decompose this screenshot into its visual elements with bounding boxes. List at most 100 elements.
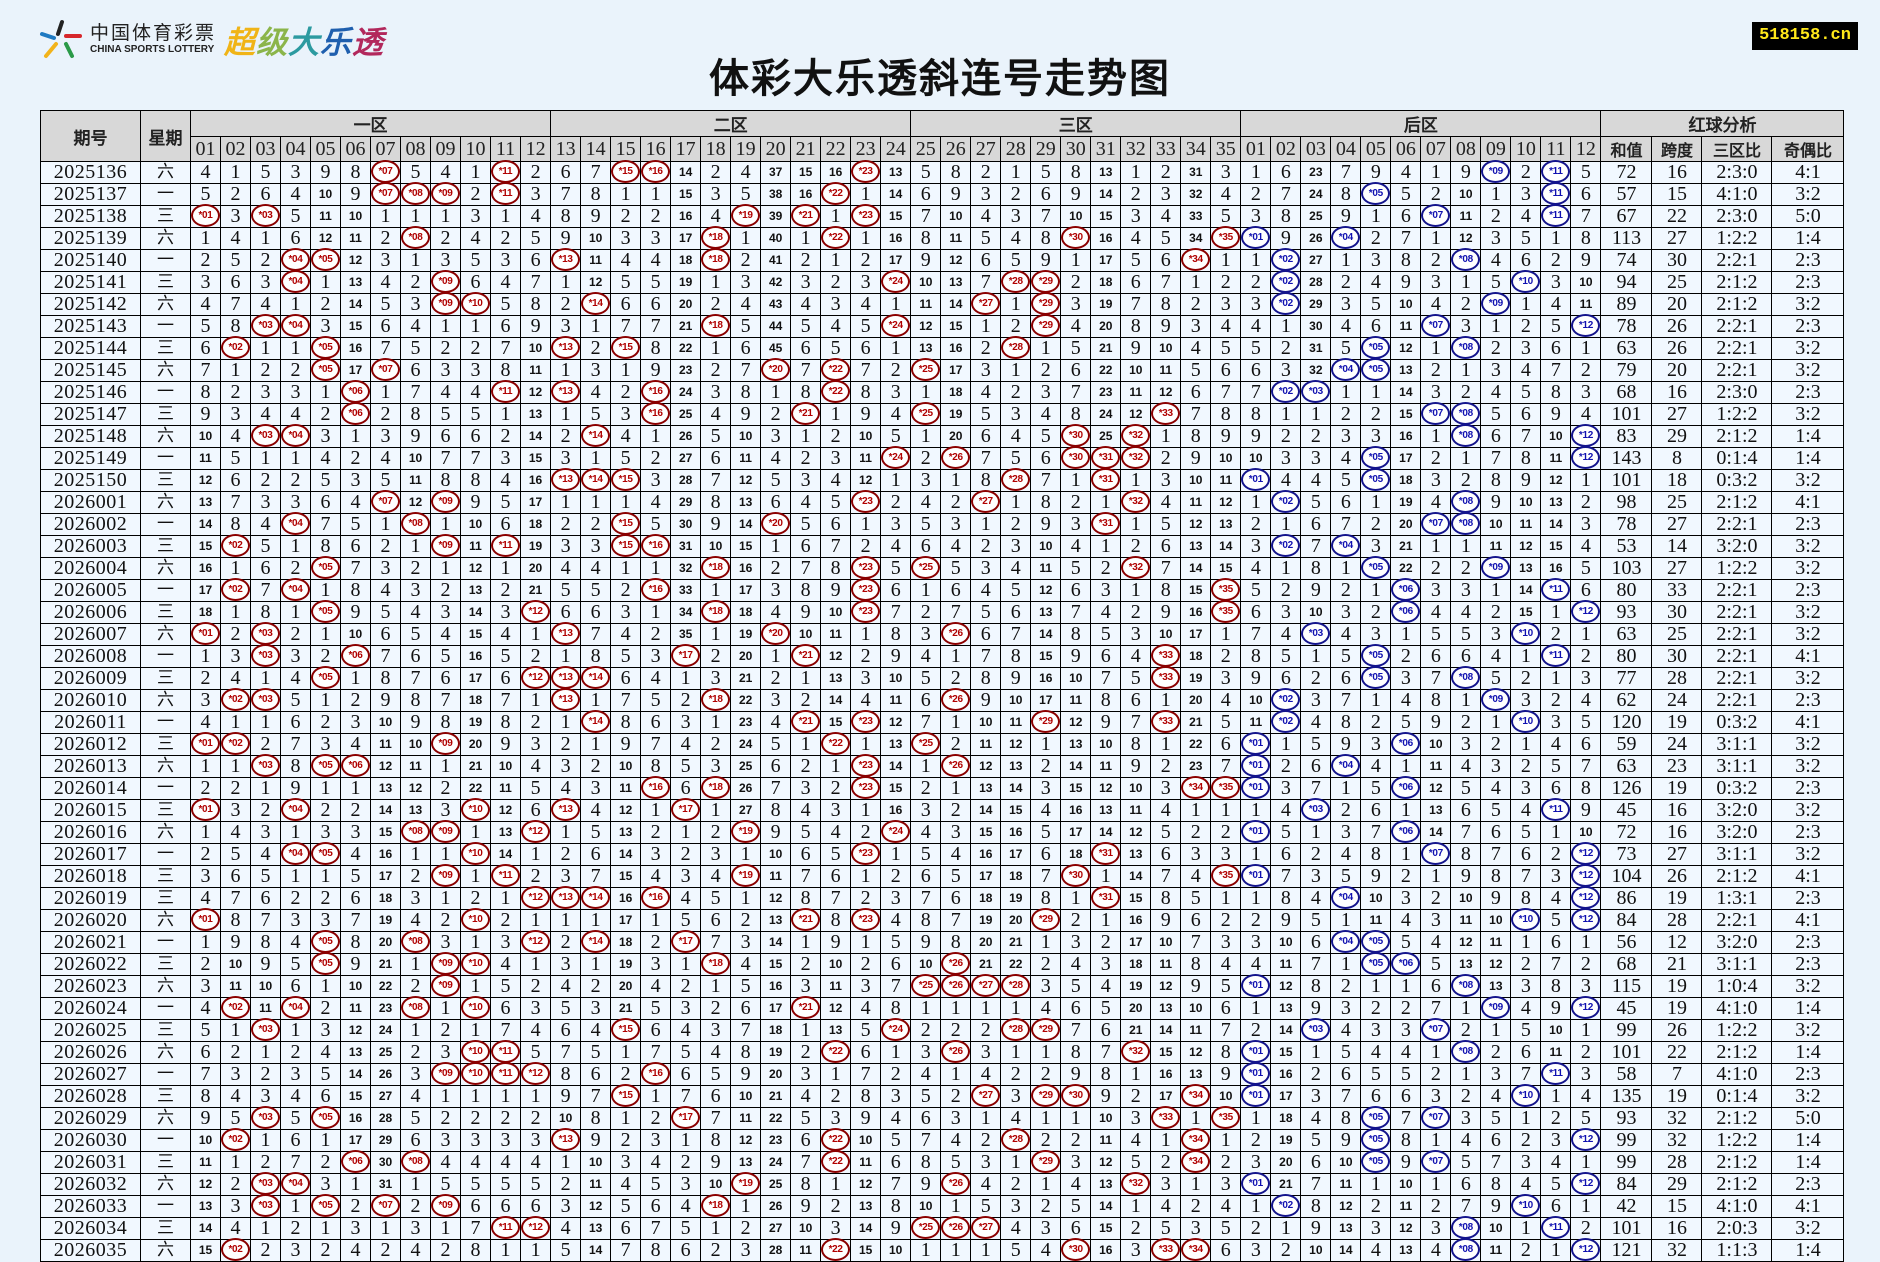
red-omission-cell: 18 — [970, 887, 1002, 910]
red-hit-cell: *30 — [1060, 1084, 1092, 1108]
blue-hit-cell: *11 — [1540, 182, 1572, 206]
red-omission-cell: 3 — [1030, 1217, 1062, 1240]
red-hit-cell: *30 — [1060, 864, 1092, 888]
red-omission-cell: 1 — [640, 183, 672, 206]
red-ball-icon: *16 — [641, 776, 671, 799]
issue-cell: 2026019 — [40, 887, 141, 910]
site-watermark[interactable]: 518158.cn — [1752, 22, 1858, 50]
span-cell: 22 — [1651, 1041, 1703, 1064]
red-ball-icon: *04 — [281, 842, 310, 865]
span-cell: 28 — [1651, 909, 1703, 932]
red-omission-cell: 2 — [1210, 909, 1242, 932]
red-omission-cell: 5 — [970, 403, 1002, 426]
red-omission-cell: 1 — [460, 1019, 491, 1042]
red-hit-cell: *22 — [820, 732, 852, 756]
blue-ball-icon: *01 — [1241, 1084, 1271, 1107]
red-omission-cell: 4 — [190, 293, 221, 316]
red-omission-cell: 1 — [880, 1041, 912, 1064]
red-hit-cell: *22 — [820, 182, 852, 206]
zone-ratio-cell: 1:2:2 — [1701, 1019, 1773, 1042]
red-omission-cell: 12 — [1060, 711, 1092, 734]
blue-omission-cell: 6 — [1390, 1085, 1422, 1108]
red-omission-cell: 7 — [1060, 381, 1092, 404]
red-ball-icon: *11 — [491, 864, 520, 887]
blue-omission-cell: 1 — [1450, 447, 1482, 470]
red-omission-cell: 6 — [1060, 997, 1092, 1020]
blue-hit-cell: *05 — [1360, 358, 1392, 382]
table-row: 2026015 三 *01 3 2 *04 2 2 14 13 3 *10 12 6 *13 4 12 1 *17 1… — [40, 798, 1845, 822]
red-omission-cell: 1 — [1030, 931, 1062, 954]
red-omission-cell: 1 — [670, 953, 702, 976]
red-omission-cell: 8 — [820, 557, 852, 580]
red-hit-cell: *09 — [430, 292, 461, 316]
blue-omission-cell: 2 — [1540, 623, 1572, 646]
span-cell: 27 — [1651, 513, 1703, 536]
red-hit-cell: *30 — [1060, 446, 1092, 470]
red-omission-cell: 14 — [940, 293, 972, 316]
red-omission-cell: 4 — [310, 447, 341, 470]
header-red-number: 30 — [1060, 136, 1092, 162]
red-hit-cell: *10 — [460, 842, 491, 866]
blue-omission-cell: 27 — [1300, 249, 1332, 272]
red-omission-cell: 1 — [1060, 887, 1092, 910]
week-cell: 三 — [140, 205, 191, 228]
red-omission-cell: 7 — [940, 909, 972, 932]
header-week: 星期 — [140, 110, 191, 162]
red-omission-cell: 6 — [670, 1239, 702, 1262]
red-omission-cell: 6 — [280, 1129, 311, 1152]
zone-ratio-cell: 2:1:2 — [1701, 271, 1773, 294]
blue-ball-icon: *12 — [1571, 424, 1601, 447]
red-omission-cell: 14 — [760, 931, 792, 954]
table-row: 2026008 一 1 3 *03 3 2 *06 7 6 5 16 5 2 1 8 5 3 *17 2 20 1 *21 1… — [40, 644, 1845, 668]
red-omission-cell: 5 — [730, 183, 762, 206]
red-omission-cell: 3 — [1210, 667, 1242, 690]
red-omission-cell: 4 — [1120, 227, 1152, 250]
table-row: 2026017 一 2 5 4 *04 *05 4 16 1 1 *10 14 1 2 6 14 3 2 3 1 10 6 5… — [40, 842, 1845, 866]
red-ball-icon: *29 — [1031, 314, 1061, 337]
red-omission-cell: 6 — [760, 491, 792, 514]
blue-ball-icon: *11 — [1541, 644, 1571, 667]
red-ball-icon: *11 — [491, 182, 520, 205]
blue-omission-cell: 11 — [1540, 447, 1572, 470]
red-omission-cell: 9 — [790, 1195, 822, 1218]
blue-omission-cell: 5 — [1420, 623, 1452, 646]
blue-omission-cell: 13 — [1510, 557, 1542, 580]
blue-omission-cell: 1 — [1240, 887, 1272, 910]
span-cell: 30 — [1651, 601, 1703, 624]
red-omission-cell: 2 — [1120, 535, 1152, 558]
red-ball-icon: *10 — [461, 908, 490, 931]
red-hit-cell: *19 — [730, 204, 762, 228]
blue-omission-cell: 2 — [1270, 337, 1302, 360]
issue-cell: 2026027 — [40, 1063, 141, 1086]
red-omission-cell: 1 — [910, 1239, 942, 1262]
red-ball-icon: *01 — [191, 798, 220, 821]
header-red-number: 14 — [580, 136, 612, 162]
red-omission-cell: 2 — [700, 645, 732, 668]
red-omission-cell: 1 — [400, 205, 431, 228]
red-omission-cell: 10 — [370, 711, 401, 734]
week-cell: 一 — [140, 843, 191, 866]
red-ball-icon: *03 — [251, 1194, 280, 1217]
blue-omission-cell: 3 — [1480, 623, 1512, 646]
red-ball-icon: *05 — [311, 600, 340, 623]
span-cell: 28 — [1651, 1151, 1703, 1174]
red-omission-cell: 11 — [820, 975, 852, 998]
header-red-number: 26 — [940, 136, 972, 162]
red-ball-icon: *26 — [941, 688, 971, 711]
blue-omission-cell: 5 — [1390, 1063, 1422, 1086]
blue-omission-cell: 5 — [1360, 777, 1392, 800]
red-ball-icon: *08 — [401, 226, 430, 249]
red-omission-cell: 1 — [430, 557, 461, 580]
red-omission-cell: 4 — [880, 535, 912, 558]
red-omission-cell: 8 — [340, 579, 371, 602]
red-ball-icon: *21 — [791, 908, 821, 931]
blue-omission-cell: 14 — [1270, 1019, 1302, 1042]
red-omission-cell: 5 — [580, 821, 612, 844]
red-ball-icon: *14 — [581, 666, 611, 689]
red-omission-cell: 6 — [370, 623, 401, 646]
red-omission-cell: 2 — [1030, 1129, 1062, 1152]
span-cell: 23 — [1651, 755, 1703, 778]
blue-omission-cell: 2 — [1270, 1239, 1302, 1262]
red-omission-cell: 2 — [1150, 755, 1182, 778]
header-red-number: 07 — [370, 136, 401, 162]
